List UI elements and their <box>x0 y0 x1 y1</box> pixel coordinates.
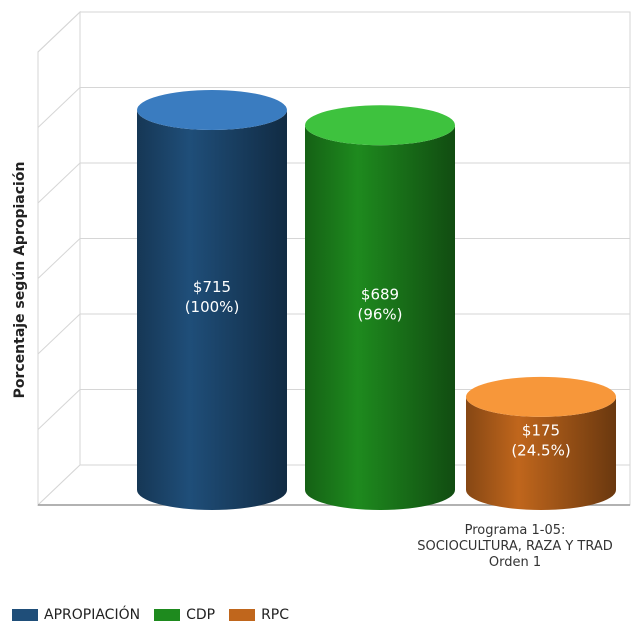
legend: APROPIACIÓN CDP RPC <box>12 607 303 623</box>
bars: $715 (100%) $689 (96%) $175 (24.5%) <box>137 90 616 510</box>
legend-item-cdp[interactable]: CDP <box>154 607 215 623</box>
legend-swatch-cdp <box>154 609 181 621</box>
chart-area: $715 (100%) $689 (96%) $175 (24.5%) <box>36 10 631 510</box>
legend-swatch-apropiacion <box>12 609 38 621</box>
gridline-side <box>37 313 81 355</box>
legend-label-rpc: RPC <box>261 607 290 623</box>
legend-item-apropiacion[interactable]: APROPIACIÓN <box>12 607 140 623</box>
bar-apropiacion-percent-label: (100%) <box>185 298 240 316</box>
bar-cdp-top <box>305 105 455 146</box>
category-label-line-2: SOCIOCULTURA, RAZA Y TRAD <box>417 539 613 554</box>
bar-rpc-body <box>466 396 616 510</box>
gridline-side <box>37 87 81 128</box>
bar-rpc[interactable]: $175 (24.5%) <box>466 376 616 510</box>
bar-apropiacion-top <box>137 90 287 130</box>
bar-cdp-body <box>305 125 455 510</box>
bar-rpc-percent-label: (24.5%) <box>511 441 570 459</box>
gridline-side <box>37 238 81 279</box>
gridline-side <box>37 389 81 430</box>
y-axis-label: Porcentaje según Apropiación <box>12 161 28 399</box>
legend-label-apropiacion: APROPIACIÓN <box>44 607 141 623</box>
bar-rpc-top <box>466 376 616 417</box>
category-label: Programa 1-05: SOCIOCULTURA, RAZA Y TRAD… <box>400 523 630 571</box>
bar-cdp-percent-label: (96%) <box>357 306 402 324</box>
bar-rpc-value-label: $175 <box>522 421 560 439</box>
bar-apropiacion-value-label: $715 <box>193 278 231 296</box>
legend-swatch-rpc <box>229 609 256 621</box>
category-label-line-1: Programa 1-05: <box>464 523 566 538</box>
y-axis-label-box: Porcentaje según Apropiación <box>0 0 40 500</box>
bar-apropiacion-body <box>137 110 287 510</box>
bar-cdp-value-label: $689 <box>361 286 399 304</box>
gridline-side <box>37 162 81 204</box>
bar-apropiacion[interactable]: $715 (100%) <box>137 90 287 510</box>
bar-cdp[interactable]: $689 (96%) <box>305 105 455 510</box>
legend-item-rpc[interactable]: RPC <box>229 607 289 623</box>
legend-label-cdp: CDP <box>186 607 216 623</box>
category-label-line-3: Orden 1 <box>488 555 542 570</box>
gridline-side <box>37 11 81 53</box>
